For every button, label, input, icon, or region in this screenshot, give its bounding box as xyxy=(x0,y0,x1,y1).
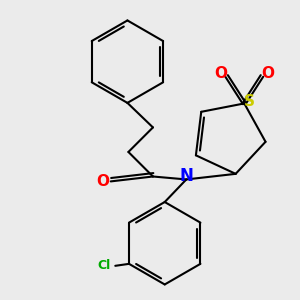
Text: N: N xyxy=(179,167,193,185)
Text: O: O xyxy=(261,67,274,82)
Text: O: O xyxy=(96,174,110,189)
Text: S: S xyxy=(244,94,255,109)
Text: O: O xyxy=(214,67,227,82)
Text: Cl: Cl xyxy=(97,259,110,272)
